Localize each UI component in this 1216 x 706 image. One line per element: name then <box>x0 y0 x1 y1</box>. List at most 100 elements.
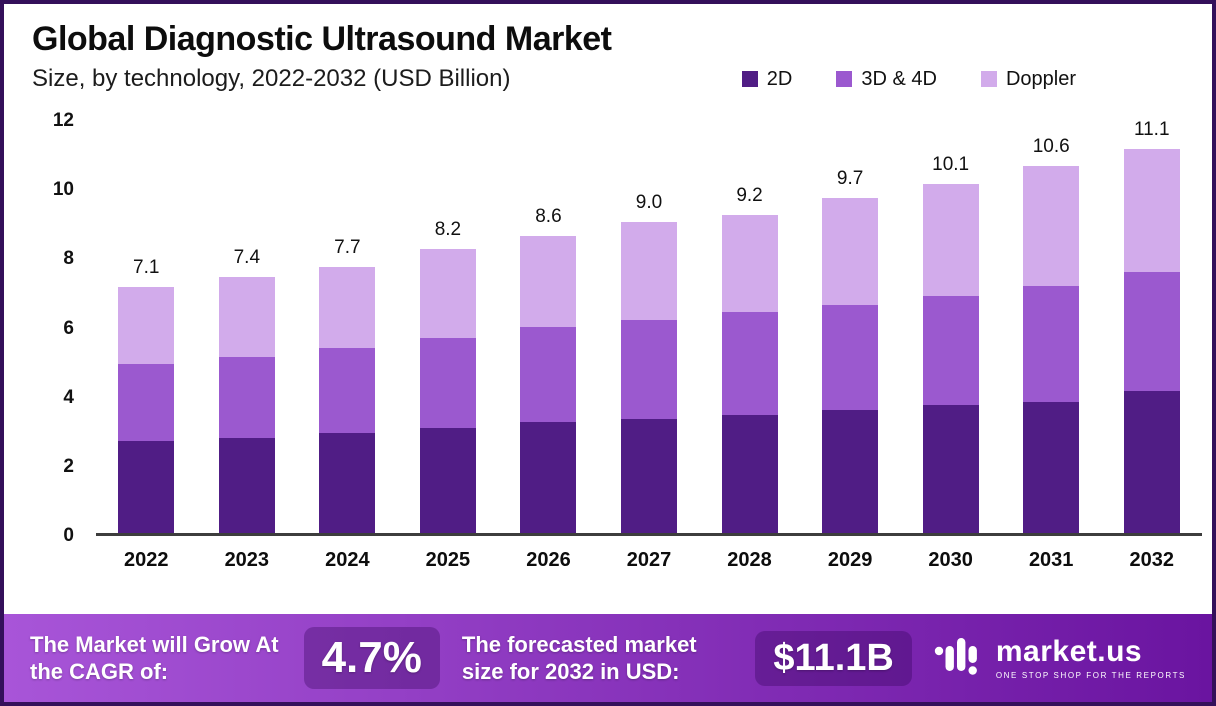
stacked-bar-chart: 0 2 4 6 8 10 12 7.1 2022 7.4 2023 7.7 2024 8.2 2025 8.… <box>4 97 1212 614</box>
segment-3d-4d <box>1023 285 1080 402</box>
bar-group-2027: 9.0 2027 <box>599 121 700 571</box>
segment-doppler <box>822 197 879 305</box>
segment-2d <box>922 405 979 533</box>
segment-2d <box>218 437 275 533</box>
bar-stack: 10.6 <box>1023 136 1080 534</box>
market-us-logo: market.us ONE STOP SHOP FOR THE REPORTS <box>934 636 1186 680</box>
bar-group-2022: 7.1 2022 <box>96 121 197 571</box>
y-tick-label: 10 <box>52 179 74 201</box>
segment-doppler <box>419 249 476 338</box>
legend-item-2d: 2D <box>741 67 793 91</box>
x-axis-label: 2022 <box>124 549 169 571</box>
bar-group-2031: 10.6 2031 <box>1001 121 1102 571</box>
bar-stack: 8.6 <box>520 206 577 533</box>
x-axis-label: 2029 <box>827 549 873 571</box>
segment-3d-4d <box>319 347 376 433</box>
bar-group-2028: 9.2 2028 <box>699 121 800 571</box>
legend-label: 3D & 4D <box>861 67 937 90</box>
legend-swatch <box>741 71 758 87</box>
bar-group-2032: 11.1 2032 <box>1101 119 1202 571</box>
legend-label: Doppler <box>1005 67 1076 90</box>
x-axis-label: 2028 <box>727 549 772 571</box>
footer-banner: The Market will Grow At the CAGR of: 4.7… <box>4 614 1212 702</box>
y-tick-label: 8 <box>63 248 74 270</box>
x-axis-label: 2031 <box>1028 549 1074 571</box>
segment-doppler <box>721 214 778 312</box>
segment-2d <box>1123 391 1180 533</box>
segment-doppler <box>1023 166 1080 286</box>
bar-stack: 11.1 <box>1123 119 1180 533</box>
bar-stack: 9.0 <box>621 192 677 533</box>
segment-3d-4d <box>922 296 979 406</box>
brand-text-block: market.us ONE STOP SHOP FOR THE REPORTS <box>995 636 1186 680</box>
bar-group-2023: 7.4 2023 <box>197 121 298 571</box>
cagr-label: The Market will Grow At the CAGR of: <box>30 631 279 685</box>
plot-area: 7.1 2022 7.4 2023 7.7 2024 8.2 2025 8.6 2026 9.0 20… <box>96 119 1202 571</box>
bar-stack: 7.1 <box>118 257 175 533</box>
cagr-value: 4.7% <box>303 627 440 689</box>
bar-group-2029: 9.7 2029 <box>800 121 901 571</box>
segment-3d-4d <box>419 337 476 428</box>
segment-doppler <box>319 266 376 348</box>
y-tick-label: 6 <box>63 317 74 339</box>
segment-2d <box>118 441 175 533</box>
segment-3d-4d <box>118 363 175 442</box>
segment-3d-4d <box>520 327 577 423</box>
bar-group-2024: 7.7 2024 <box>297 121 398 571</box>
bar-stack: 10.1 <box>922 154 979 533</box>
bar-group-2026: 8.6 2026 <box>498 121 599 571</box>
bar-group-2030: 10.1 2030 <box>900 121 1001 571</box>
header: Global Diagnostic Ultrasound Market Size… <box>4 4 1212 93</box>
bar-stack: 7.7 <box>319 237 376 533</box>
segment-doppler <box>118 287 175 364</box>
bar-stack: 9.2 <box>721 185 778 533</box>
x-axis-label: 2024 <box>325 549 370 571</box>
y-tick-label: 12 <box>52 110 74 131</box>
x-axis-label: 2027 <box>626 549 672 571</box>
x-axis-label: 2025 <box>425 549 471 571</box>
legend-swatch <box>836 71 853 87</box>
market-us-logo-icon <box>934 638 977 675</box>
legend-label: 2D <box>766 67 793 90</box>
segment-2d <box>419 427 476 534</box>
x-axis-label: 2023 <box>224 549 270 571</box>
segment-doppler <box>520 235 577 328</box>
y-tick-label: 4 <box>63 386 74 408</box>
bar-value-label: 10.6 <box>1032 136 1070 158</box>
legend-swatch <box>980 71 997 87</box>
segment-doppler <box>922 183 979 297</box>
segment-3d-4d <box>721 311 778 416</box>
bar-value-label: 9.2 <box>736 184 763 206</box>
segment-doppler <box>1123 149 1180 272</box>
bar-group-2025: 8.2 2025 <box>398 121 499 571</box>
forecast-value: $11.1B <box>755 630 912 686</box>
bar-value-label: 9.7 <box>836 167 864 189</box>
segment-2d <box>822 410 879 533</box>
bar-value-label: 10.1 <box>932 153 970 175</box>
segment-2d <box>319 432 376 533</box>
x-axis-label: 2030 <box>928 549 973 571</box>
segment-2d <box>520 422 577 533</box>
x-axis-label: 2026 <box>526 549 571 571</box>
legend-item-3d-4d: 3D & 4D <box>836 68 937 91</box>
bar-value-label: 11.1 <box>1133 119 1170 141</box>
segment-2d <box>621 418 677 533</box>
segment-doppler <box>218 277 275 357</box>
y-axis: 0 2 4 6 8 10 12 <box>30 110 74 546</box>
chart-legend: 2D 3D & 4D Doppler <box>741 67 1184 91</box>
forecast-label: The forecasted market size for 2032 in U… <box>461 631 697 685</box>
bar-value-label: 7.7 <box>334 236 361 258</box>
bar-value-label: 8.6 <box>535 205 562 227</box>
segment-3d-4d <box>621 320 677 419</box>
brand-tagline: ONE STOP SHOP FOR THE REPORTS <box>995 670 1186 680</box>
segment-2d <box>721 415 778 533</box>
bar-value-label: 7.1 <box>133 257 160 279</box>
x-axis-label: 2032 <box>1129 549 1174 571</box>
bar-stack: 7.4 <box>218 247 275 533</box>
bar-value-label: 7.4 <box>233 247 261 269</box>
bar-value-label: 8.2 <box>434 219 462 241</box>
segment-doppler <box>621 221 677 321</box>
y-tick-label: 2 <box>63 455 74 477</box>
legend-item-doppler: Doppler <box>980 67 1076 91</box>
